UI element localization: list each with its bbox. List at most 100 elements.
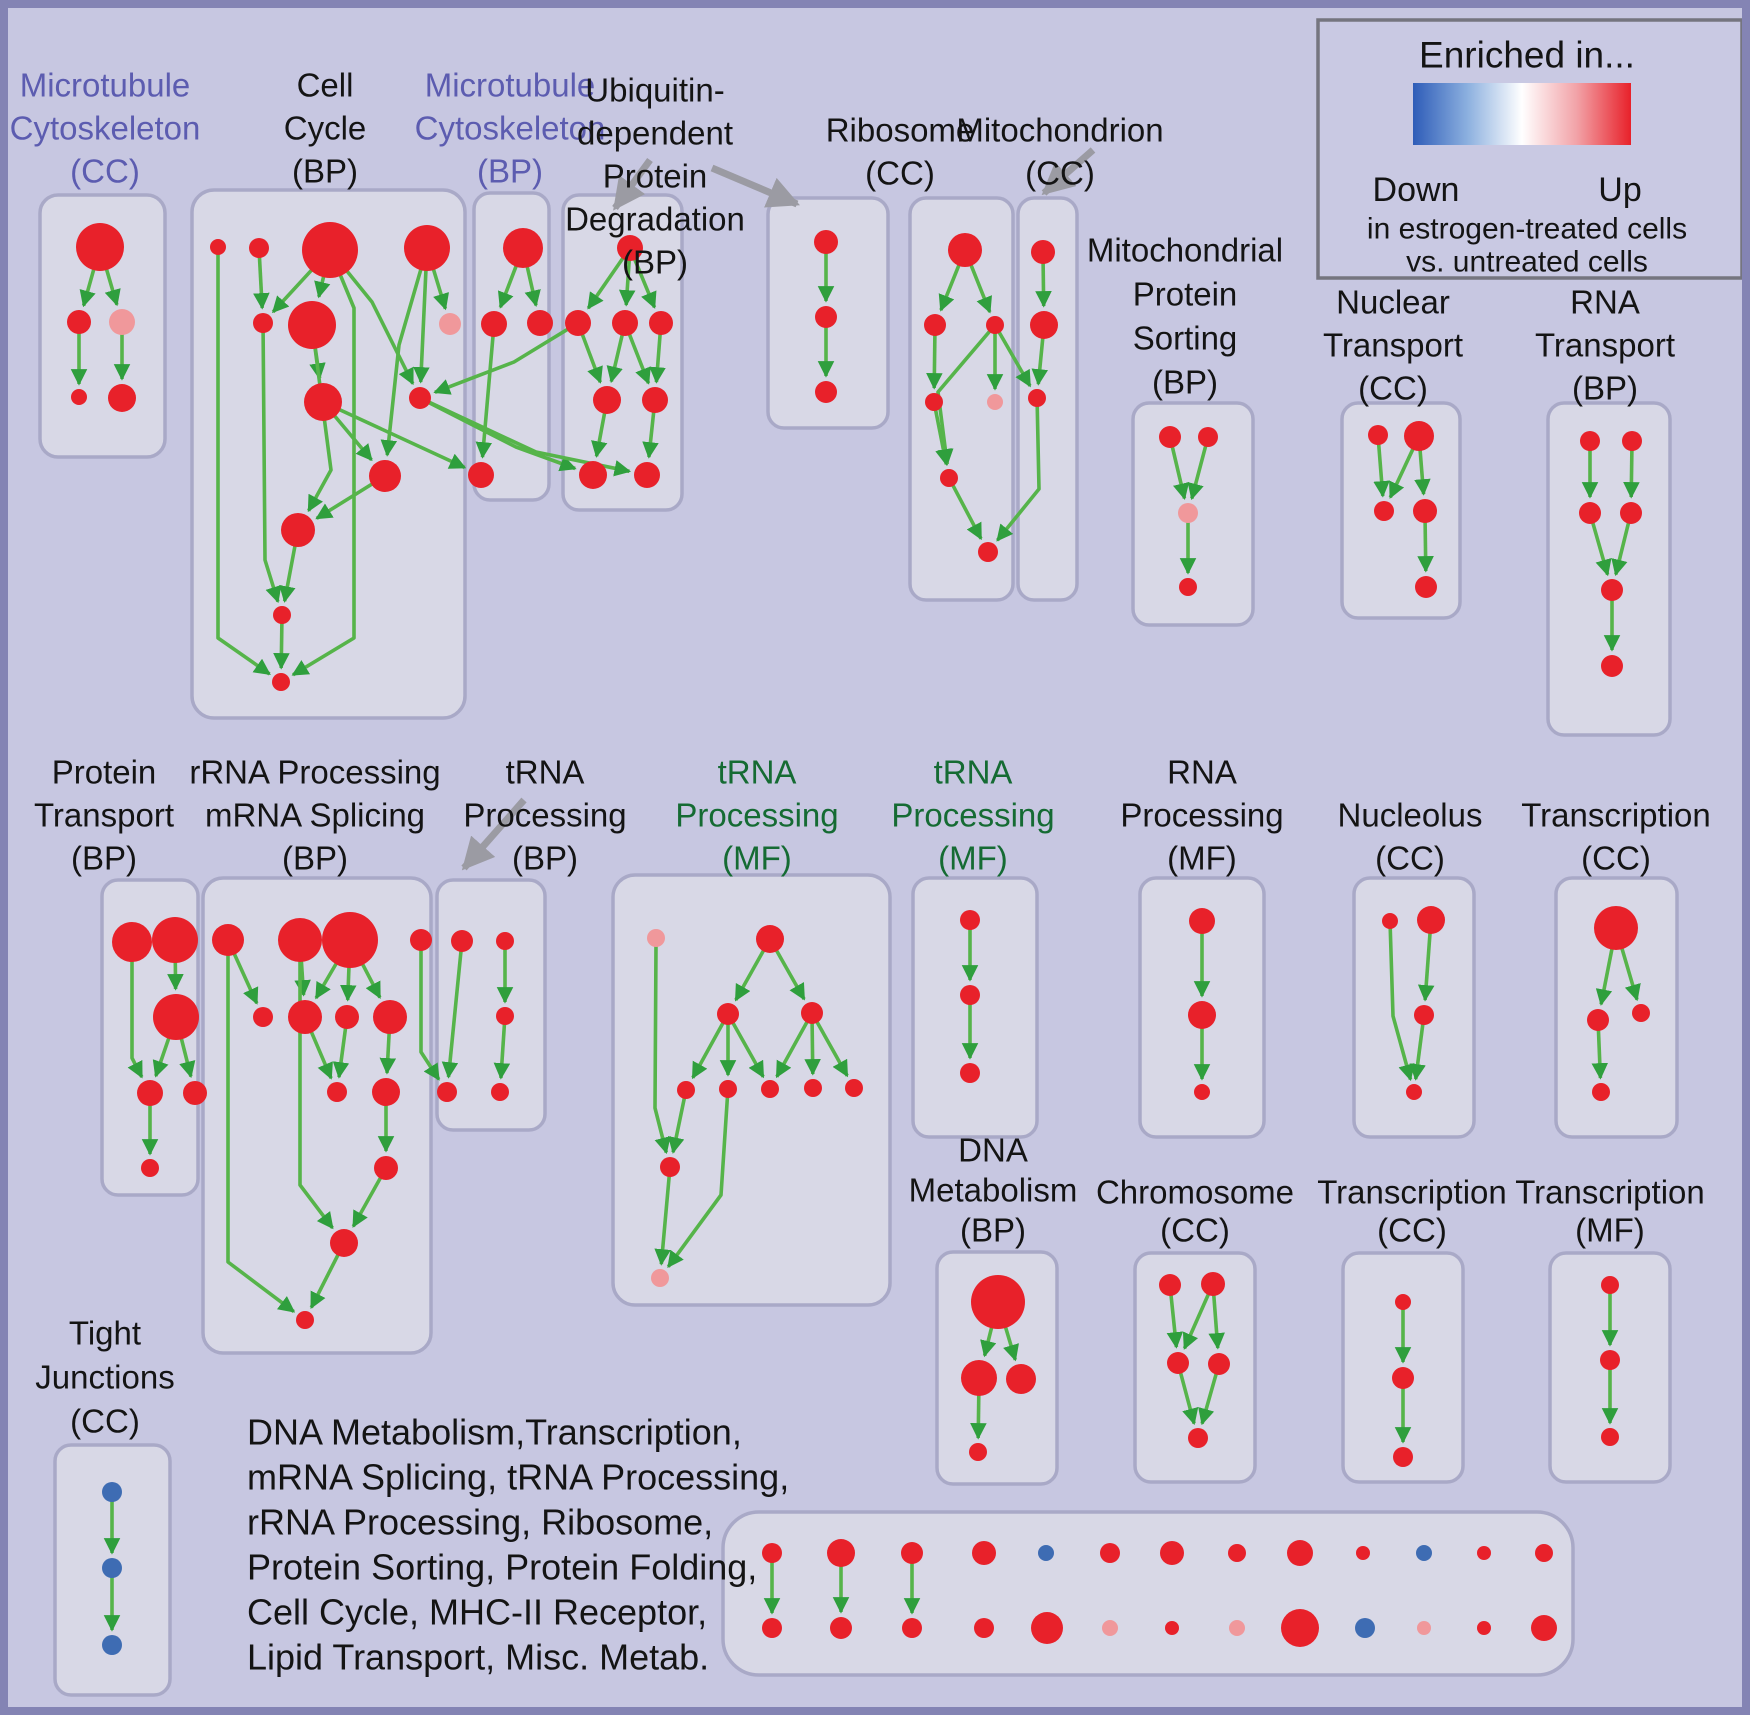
ubiquitin-degradation-label-line-4: (BP) — [622, 244, 688, 281]
go-term-node-v2-red — [815, 306, 837, 328]
go-term-node-cc1-red — [210, 239, 226, 255]
ribosome-label-line-1: (CC) — [865, 155, 935, 192]
go-term-node-b3-red — [527, 310, 553, 336]
go-term-node-v3-red — [815, 381, 837, 403]
go-term-node-cc6-red — [288, 301, 336, 349]
go-term-node-z3-red — [1601, 1428, 1619, 1446]
nucleolus-label-line-1: (CC) — [1375, 840, 1445, 877]
go-term-node-d5-red — [491, 1083, 509, 1101]
go-term-node-mt7-red — [1160, 1541, 1184, 1565]
edge-u2-u5 — [580, 332, 603, 384]
edge-k1-k2 — [1595, 947, 1614, 1006]
microtubule-cytoskeleton-cc-label-line-1: Cytoskeleton — [10, 110, 201, 147]
edge-w1-w3 — [1003, 1325, 1019, 1362]
go-term-node-s2-red — [1198, 427, 1218, 447]
go-term-node-t6-red — [1601, 655, 1623, 677]
rna-processing-mf-label-line-1: Processing — [1120, 797, 1283, 834]
edge-t2-t4 — [1623, 448, 1640, 499]
edge-cc4-cc10 — [380, 267, 423, 457]
go-term-node-s4-red — [1179, 578, 1197, 596]
protein-transport-label-line-1: Transport — [34, 797, 174, 834]
ubiquitin-degradation-label-line-1: dependent — [577, 115, 733, 152]
edge-cc3-cc6 — [314, 274, 331, 299]
edge-cc4-cc9 — [413, 268, 430, 384]
cell-cycle-label-line-0: Cell — [297, 67, 354, 104]
go-term-node-z1-red — [1601, 1276, 1619, 1294]
edge-r6-r7 — [950, 483, 983, 541]
edge-k2-k4 — [1591, 1028, 1609, 1080]
go-term-node-v1-red — [814, 230, 838, 254]
go-term-node-k1-red — [1594, 906, 1638, 950]
mitochondrial-protein-sorting-label-line-3: (BP) — [1152, 364, 1218, 401]
go-term-node-g10-red — [660, 1157, 680, 1177]
go-term-node-cc2-red — [249, 238, 269, 258]
edge-cc12-cc13 — [273, 621, 290, 670]
go-term-node-mb6-pink — [1102, 1620, 1118, 1636]
edge-q11-q12 — [351, 1175, 383, 1228]
go-term-node-mt5-blue — [1038, 1545, 1054, 1561]
go-term-node-mt3-red — [901, 1542, 923, 1564]
go-term-node-cc12-red — [273, 606, 291, 624]
go-term-node-mb10-blue — [1355, 1618, 1375, 1638]
go-term-node-mt12-red — [1477, 1546, 1491, 1560]
edge-u3-u5 — [606, 333, 625, 384]
go-term-node-u8-red — [634, 462, 660, 488]
go-term-node-g2-red — [756, 925, 784, 953]
edge-q3-q7 — [339, 965, 357, 1002]
transcription-cc-row3-label-line-1: (CC) — [1377, 1212, 1447, 1249]
go-term-node-t4-red — [1620, 502, 1642, 524]
misc-categories-text-line-0: DNA Metabolism,Transcription, — [247, 1412, 742, 1453]
edge-q3-q6 — [314, 961, 339, 1000]
go-term-node-x2-red — [1201, 1272, 1225, 1296]
edge-q2-q12 — [298, 960, 334, 1230]
transcription-cc-row3-label-line-0: Transcription — [1317, 1174, 1507, 1211]
cluster-box-nuclear-transport — [1340, 401, 1462, 620]
edge-d1-d4 — [441, 949, 463, 1079]
edge-g5-g10 — [668, 1096, 687, 1154]
go-term-node-k3-red — [1632, 1004, 1650, 1022]
go-term-node-g4-red — [801, 1002, 823, 1024]
edge-g2-g4 — [774, 948, 806, 1001]
misc-categories-text-line-4: Cell Cycle, MHC-II Receptor, — [247, 1592, 707, 1633]
edge-w2-w4 — [970, 1393, 987, 1440]
go-term-node-g1-pink — [647, 929, 665, 947]
microtubule-cytoskeleton-bp-label-line-2: (BP) — [477, 153, 543, 190]
edge-g3-g7 — [730, 1021, 765, 1079]
edge-r1-r2 — [938, 263, 962, 312]
go-term-node-mb9-red — [1281, 1609, 1319, 1647]
mitochondrial-protein-sorting-label-line-2: Sorting — [1133, 320, 1238, 357]
transcription-cc-row2-label-line-1: (CC) — [1581, 840, 1651, 877]
go-term-node-cc11-red — [281, 513, 315, 547]
go-term-node-g8-red — [804, 1079, 822, 1097]
edge-cc8-b4 — [337, 407, 467, 470]
go-term-node-a2-red — [67, 310, 91, 334]
cluster-box-misc-metabolism — [721, 1510, 1575, 1677]
edge-u2-cc9 — [433, 327, 570, 395]
go-term-node-w1-red — [971, 1275, 1025, 1329]
go-term-node-y1-red — [1395, 1294, 1411, 1310]
microtubule-cytoskeleton-cc-label-line-2: (CC) — [70, 153, 140, 190]
edge-b1-b2 — [497, 264, 519, 309]
go-term-node-t5-red — [1601, 579, 1623, 601]
cell-cycle-label-line-1: Cycle — [284, 110, 367, 147]
rna-transport-label-line-1: Transport — [1535, 327, 1675, 364]
protein-transport-label-line-0: Protein — [52, 754, 157, 791]
go-term-node-r6-red — [940, 469, 958, 487]
edge-g3-g5 — [691, 1021, 726, 1080]
go-term-node-mt13-red — [1535, 1544, 1553, 1562]
go-term-node-q9-red — [327, 1082, 347, 1102]
edge-p1-p4 — [127, 960, 144, 1079]
cell-cycle-label-line-2: (BP) — [292, 153, 358, 190]
trna-processing-mf2-label-line-0: tRNA — [934, 754, 1013, 791]
rna-processing-mf-label-line-2: (MF) — [1167, 840, 1237, 877]
mitochondrial-protein-sorting-label-line-1: Protein — [1133, 276, 1238, 313]
edge-q6-q9 — [309, 1030, 333, 1080]
go-term-node-mb3-red — [902, 1618, 922, 1638]
go-term-node-u3-red — [612, 310, 638, 336]
go-term-node-mb5-red — [1031, 1612, 1063, 1644]
go-term-node-g6-red — [719, 1080, 737, 1098]
edge-n2-n3 — [1388, 447, 1416, 499]
go-term-node-q2-red — [278, 918, 322, 962]
